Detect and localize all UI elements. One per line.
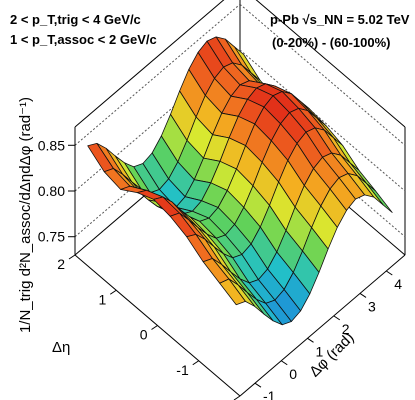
surface-cell <box>219 278 246 306</box>
front-floor-edge <box>239 254 406 397</box>
back-top-edge <box>255 0 406 128</box>
system-label: p-Pb √s_NN = 5.02 TeV <box>270 12 410 27</box>
x-tick-label: -2 <box>218 397 231 400</box>
x-axis-title: Δη <box>52 339 70 356</box>
z-tick-label: 0.80 <box>38 183 65 199</box>
back-wall-gridline <box>239 3 406 146</box>
y-tick-label: 0 <box>289 366 297 382</box>
axis-ticks: 0.75 0.80 0.85 -2 -1 0 1 2 -1 0 1 2 3 4 <box>38 137 402 400</box>
assoc-range-label: 1 < p_T,assoc < 2 GeV/c <box>10 32 157 47</box>
y-tick <box>333 315 341 321</box>
x-tick <box>68 254 76 260</box>
y-tick <box>359 293 367 298</box>
y-tick-label: 4 <box>394 276 402 292</box>
y-tick-label: 2 <box>342 321 350 337</box>
y-tick <box>307 337 314 343</box>
x-tick <box>109 289 117 295</box>
z-axis-title: 1/N_trig d²N_assoc/dΔηdΔφ (rad⁻¹) <box>17 97 34 333</box>
back-wall-gridline <box>239 49 406 192</box>
surface-mesh <box>87 36 393 326</box>
y-tick <box>254 382 262 388</box>
x-tick-label: -1 <box>176 362 189 378</box>
y-tick-label: -1 <box>263 388 276 400</box>
y-tick <box>386 270 393 276</box>
z-tick-label: 0.85 <box>38 137 65 153</box>
x-tick <box>192 360 200 366</box>
x-tick-label: 1 <box>98 291 106 307</box>
x-tick <box>233 395 241 400</box>
centrality-label: (0-20%) - (60-100%) <box>272 35 391 50</box>
z-tick-label: 0.75 <box>38 229 65 245</box>
y-tick-label: 1 <box>316 343 324 359</box>
y-tick <box>280 360 288 366</box>
x-tick-label: 2 <box>57 256 65 272</box>
trig-range-label: 2 < p_T,trig < 4 GeV/c <box>10 12 141 27</box>
back-wall-gridline <box>74 3 241 146</box>
x-tick <box>151 325 158 330</box>
y-axis-title: Δφ (rad) <box>306 329 357 380</box>
x-tick-label: 0 <box>140 327 148 343</box>
back-top-edge <box>74 0 225 128</box>
y-tick-label: 3 <box>368 298 376 314</box>
